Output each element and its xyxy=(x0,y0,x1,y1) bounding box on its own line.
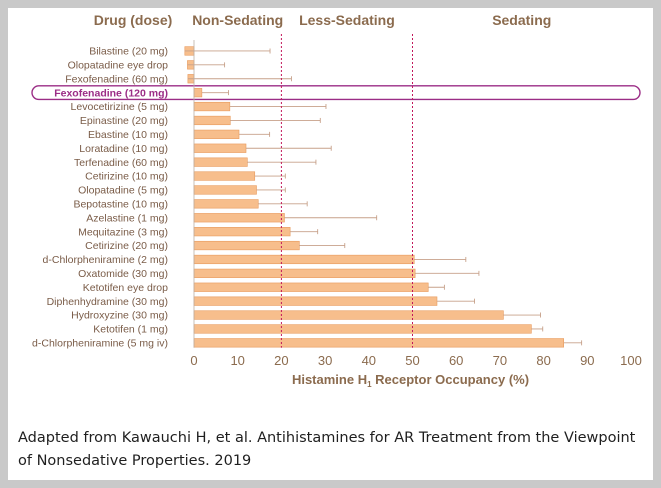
x-tick-label-30: 30 xyxy=(318,353,332,368)
category-label-d-chlorpheniramine-5-mg-iv: d-Chlorpheniramine (5 mg iv) xyxy=(32,337,168,349)
x-tick-label-50: 50 xyxy=(405,353,419,368)
bar-diphenhydramine-30-mg xyxy=(193,296,438,306)
category-label-fexofenadine-120-mg: Fexofenadine (120 mg) xyxy=(54,87,168,99)
category-label-ebastine-10-mg: Ebastine (10 mg) xyxy=(88,129,168,141)
x-tick-label-40: 40 xyxy=(362,353,376,368)
category-label-azelastine-1-mg: Azelastine (1 mg) xyxy=(86,212,168,224)
category-label-levocetirizine-5-mg: Levocetirizine (5 mg) xyxy=(71,101,168,113)
category-label-cetirizine-10-mg: Cetirizine (10 mg) xyxy=(85,171,168,183)
bar-azelastine-1-mg xyxy=(193,213,285,223)
category-label-ketotifen-1-mg: Ketotifen (1 mg) xyxy=(93,324,168,336)
bar-ketotifen-1-mg xyxy=(193,324,532,334)
x-tick-label-90: 90 xyxy=(580,353,594,368)
category-label-epinastine-20-mg: Epinastine (20 mg) xyxy=(80,115,168,127)
category-label-mequitazine-3-mg: Mequitazine (3 mg) xyxy=(78,226,168,238)
bar-terfenadine-60-mg xyxy=(193,157,248,167)
category-label-fexofenadine-60-mg: Fexofenadine (60 mg) xyxy=(65,73,168,85)
category-label-cetirizine-20-mg: Cetirizine (20 mg) xyxy=(85,240,168,252)
x-tick-label-100: 100 xyxy=(620,353,642,368)
bar-loratadine-10-mg xyxy=(193,143,247,153)
x-tick-label-60: 60 xyxy=(449,353,463,368)
bars-layer xyxy=(184,46,565,348)
bar-cetirizine-10-mg xyxy=(193,171,256,181)
x-axis: 0 10 20 30 40 50 60 70 80 90 100 xyxy=(190,40,642,368)
bar-ketotifen-eye-drop xyxy=(193,282,429,292)
bar-d-chlorpheniramine-2-mg xyxy=(193,254,415,265)
x-tick-label-80: 80 xyxy=(536,353,550,368)
bar-olopatadine-5-mg xyxy=(193,185,257,195)
bar-levocetirizine-5-mg xyxy=(193,101,231,112)
zone-label-sedating: Sedating xyxy=(492,12,551,28)
category-label-bilastine-20-mg: Bilastine (20 mg) xyxy=(89,46,168,58)
x-tick-label-0: 0 xyxy=(190,353,197,368)
bar-bepotastine-10-mg xyxy=(193,199,259,209)
bar-oxatomide-30-mg xyxy=(193,268,416,278)
category-label-olopatadine-eye-drop: Olopatadine eye drop xyxy=(68,59,169,71)
category-label-loratadine-10-mg: Loratadine (10 mg) xyxy=(79,143,168,155)
category-label-hydroxyzine-30-mg: Hydroxyzine (30 mg) xyxy=(71,310,168,322)
zone-label-less-sedating: Less-Sedating xyxy=(299,12,395,28)
category-label-bepotastine-10-mg: Bepotastine (10 mg) xyxy=(73,198,168,210)
highlight-layer xyxy=(31,85,641,101)
chart-frame: Drug (dose) Non-Sedating Less-Sedating S… xyxy=(8,8,653,480)
bar-hydroxyzine-30-mg xyxy=(193,310,504,320)
threshold-lines xyxy=(280,34,413,348)
bar-cetirizine-20-mg xyxy=(193,240,300,251)
zone-label-non-sedating: Non-Sedating xyxy=(192,12,283,28)
category-label-olopatadine-5-mg: Olopatadine (5 mg) xyxy=(78,185,168,197)
bar-d-chlorpheniramine-5-mg-iv xyxy=(193,338,565,348)
x-tick-label-70: 70 xyxy=(493,353,507,368)
source-caption: Adapted from Kawauchi H, et al. Antihist… xyxy=(18,430,636,469)
category-label-diphenhydramine-30-mg: Diphenhydramine (30 mg) xyxy=(47,296,168,308)
bar-fexofenadine-120-mg xyxy=(193,88,203,98)
x-tick-label-20: 20 xyxy=(274,353,288,368)
category-labels: Bilastine (20 mg)Olopatadine eye drop Fex… xyxy=(32,46,168,350)
bar-chart: Drug (dose) Non-Sedating Less-Sedating S… xyxy=(31,12,642,389)
category-label-d-chlorpheniramine-2-mg: d-Chlorpheniramine (2 mg) xyxy=(43,254,168,266)
bar-mequitazine-3-mg xyxy=(193,227,291,237)
category-header: Drug (dose) xyxy=(94,12,173,28)
category-label-oxatomide-30-mg: Oxatomide (30 mg) xyxy=(78,268,168,280)
bar-ebastine-10-mg xyxy=(193,129,240,139)
category-label-terfenadine-60-mg: Terfenadine (60 mg) xyxy=(74,157,168,169)
highlight-outline xyxy=(31,85,641,101)
header-row: Drug (dose) Non-Sedating Less-Sedating S… xyxy=(94,12,552,28)
bar-epinastine-20-mg xyxy=(193,115,231,126)
category-label-ketotifen-eye-drop: Ketotifen eye drop xyxy=(83,282,168,294)
x-tick-label-10: 10 xyxy=(230,353,244,368)
x-axis-label: Histamine H1 Receptor Occupancy (%) xyxy=(292,372,529,389)
